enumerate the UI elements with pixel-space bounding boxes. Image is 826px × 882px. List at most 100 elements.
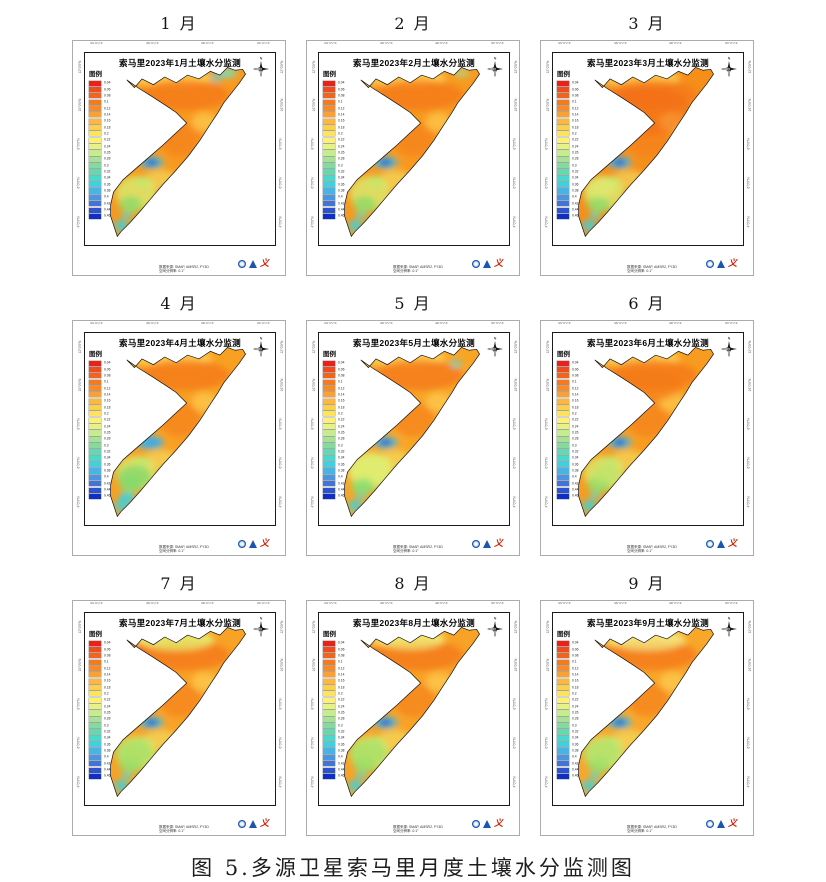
legend-row: 0.18 xyxy=(557,404,584,411)
map-panel: 44°0'0"E 46°0'0"E 48°0'0"E 50°0'0"E 12°0'0"… xyxy=(72,600,286,836)
legend-value: 0.18 xyxy=(338,685,345,690)
latitude-tick: 12°0'0"N xyxy=(281,60,285,74)
pyramid-logo-icon xyxy=(716,820,725,828)
legend-row: 0.42 xyxy=(89,761,116,767)
legend: 图例 0.04 0.06 0.08 0.1 0.12 0.14 0.16 0.18 0.2 0.2… xyxy=(323,68,350,220)
legend-value: 0.1 xyxy=(104,660,109,664)
legend-swatch xyxy=(89,735,101,741)
legend-swatch xyxy=(557,118,569,124)
latitude-tick: 6°0'0"N xyxy=(77,457,81,469)
globe-logo-icon xyxy=(237,820,246,828)
legend-value: 0.34 xyxy=(104,456,111,460)
legend-row: 0.46 xyxy=(323,493,350,499)
legend-swatch xyxy=(323,373,335,379)
legend-list: 0.04 0.06 0.08 0.1 0.12 0.14 0.16 0.18 0.2 0.22 0.… xyxy=(89,360,116,500)
legend-list: 0.04 0.06 0.08 0.1 0.12 0.14 0.16 0.18 0.2 0.22 0.… xyxy=(323,80,350,220)
legend-value: 0.36 xyxy=(572,183,579,187)
legend-swatch xyxy=(323,156,335,162)
legend-row: 0.12 xyxy=(557,665,584,672)
red-signature-logo-icon: 义 xyxy=(259,539,269,549)
legend-row: 0.16 xyxy=(557,678,584,684)
compass-label: N xyxy=(727,57,731,61)
legend-row: 0.46 xyxy=(89,213,116,219)
legend-swatch xyxy=(89,156,101,162)
latitude-tick: 12°0'0"N xyxy=(281,620,285,634)
legend-row: 0.46 xyxy=(323,213,350,219)
legend-list: 0.04 0.06 0.08 0.1 0.12 0.14 0.16 0.18 0.2 0.22 0.… xyxy=(89,640,116,780)
legend-row: 0.24 xyxy=(323,423,350,430)
legend-swatch xyxy=(557,373,569,379)
latitude-tick: 6°0'0"N xyxy=(77,737,81,749)
legend-row: 0.3 xyxy=(89,162,116,169)
latitude-tick: 6°0'0"N xyxy=(513,457,517,469)
legend-value: 0.3 xyxy=(104,163,109,168)
legend-value: 0.32 xyxy=(338,450,345,454)
legend-row: 0.4 xyxy=(323,194,350,200)
legend: 图例 0.04 0.06 0.08 0.1 0.12 0.14 0.16 0.18 0.2 0.2… xyxy=(323,628,350,780)
legend-title: 图例 xyxy=(323,631,336,638)
latitude-tick: 10°0'0"N xyxy=(79,379,83,392)
legend-swatch xyxy=(323,150,335,156)
legend-swatch xyxy=(557,653,569,659)
map-panel: 44°0'0"E 46°0'0"E 48°0'0"E 50°0'0"E 12°0'0"… xyxy=(306,320,520,556)
legend-swatch xyxy=(89,659,101,665)
legend-value: 0.42 xyxy=(104,762,111,766)
legend-value: 0.14 xyxy=(338,113,345,117)
legend-row: 0.3 xyxy=(557,162,584,169)
legend: 图例 0.04 0.06 0.08 0.1 0.12 0.14 0.16 0.18 0.2 0.2… xyxy=(557,628,584,780)
latitude-tick: 12°0'0"N xyxy=(313,620,317,634)
red-signature-logo-icon: 义 xyxy=(259,819,269,829)
legend-row: 0.1 xyxy=(323,99,350,105)
legend-row: 0.14 xyxy=(557,672,584,678)
data-source-note: 数据来源: SMAP, AMSR2, FY3D 空间分辨率: 0.1° xyxy=(627,545,677,553)
latitude-tick: 8°0'0"N xyxy=(279,418,283,430)
legend-row: 0.36 xyxy=(323,462,350,468)
legend-row: 0.28 xyxy=(323,436,350,442)
legend-value: 0.14 xyxy=(104,113,111,117)
legend-value: 0.46 xyxy=(572,774,579,779)
latitude-tick: 8°0'0"N xyxy=(311,698,315,710)
legend-swatch xyxy=(557,443,569,449)
globe-logo-icon xyxy=(705,540,714,548)
pyramid-logo-icon xyxy=(482,540,491,548)
legend-row: 0.28 xyxy=(557,436,584,442)
legend-value: 0.26 xyxy=(572,151,579,155)
legend-row: 0.3 xyxy=(323,162,350,169)
legend-value: 0.44 xyxy=(104,768,111,772)
map-panel: 44°0'0"E 46°0'0"E 48°0'0"E 50°0'0"E 12°0'0"… xyxy=(540,320,754,556)
map-title: 索马里2023年5月土壤水分监测 xyxy=(353,338,475,348)
latitude-ticks-right: 12°0'0"N 10°0'0"N 8°0'0"N 6°0'0"N 4°0'0"N xyxy=(277,52,284,246)
legend-row: 0.4 xyxy=(89,194,116,200)
longitude-tick: 46°0'0"E xyxy=(613,602,627,606)
compass-rose-icon: N xyxy=(720,617,738,642)
legend-swatch xyxy=(89,80,101,86)
legend-row: 0.44 xyxy=(89,207,116,213)
legend-row: 0.44 xyxy=(557,767,584,773)
map-frame: 索马里2023年2月土壤水分监测 图例 0.04 0.06 0.08 0.1 0.12 0… xyxy=(318,52,510,246)
legend-row: 0.22 xyxy=(557,417,584,423)
legend-row: 0.24 xyxy=(89,143,116,150)
legend-row: 0.38 xyxy=(323,468,350,474)
legend-row: 0.04 xyxy=(557,360,584,366)
legend-row: 0.24 xyxy=(89,703,116,710)
legend-row: 0.4 xyxy=(557,194,584,200)
source-line-2: 空间分辨率: 0.1° xyxy=(393,269,419,273)
data-source-note: 数据来源: SMAP, AMSR2, FY3D 空间分辨率: 0.1° xyxy=(393,825,443,833)
legend-swatch xyxy=(89,417,101,423)
legend-row: 0.06 xyxy=(557,646,584,653)
latitude-tick: 10°0'0"N xyxy=(547,379,551,392)
legend-row: 0.18 xyxy=(323,684,350,691)
legend-swatch xyxy=(323,398,335,404)
month-label: 2 月 xyxy=(394,14,432,33)
latitude-tick: 8°0'0"N xyxy=(279,138,283,150)
compass-label: N xyxy=(493,617,497,621)
legend-row: 0.24 xyxy=(323,143,350,150)
legend-value: 0.4 xyxy=(104,755,109,760)
latitude-tick: 8°0'0"N xyxy=(513,138,517,150)
month-figure: 6 月 44°0'0"E 46°0'0"E 48°0'0"E 50°0'0"E 12°… xyxy=(540,288,754,556)
legend-swatch xyxy=(89,411,101,417)
map-frame: 索马里2023年5月土壤水分监测 图例 0.04 0.06 0.08 0.1 0.12 0… xyxy=(318,332,510,526)
compass-rose-icon: N xyxy=(486,57,504,82)
legend-list: 0.04 0.06 0.08 0.1 0.12 0.14 0.16 0.18 0.2 0.22 0.… xyxy=(557,640,584,780)
legend-swatch xyxy=(323,704,335,710)
